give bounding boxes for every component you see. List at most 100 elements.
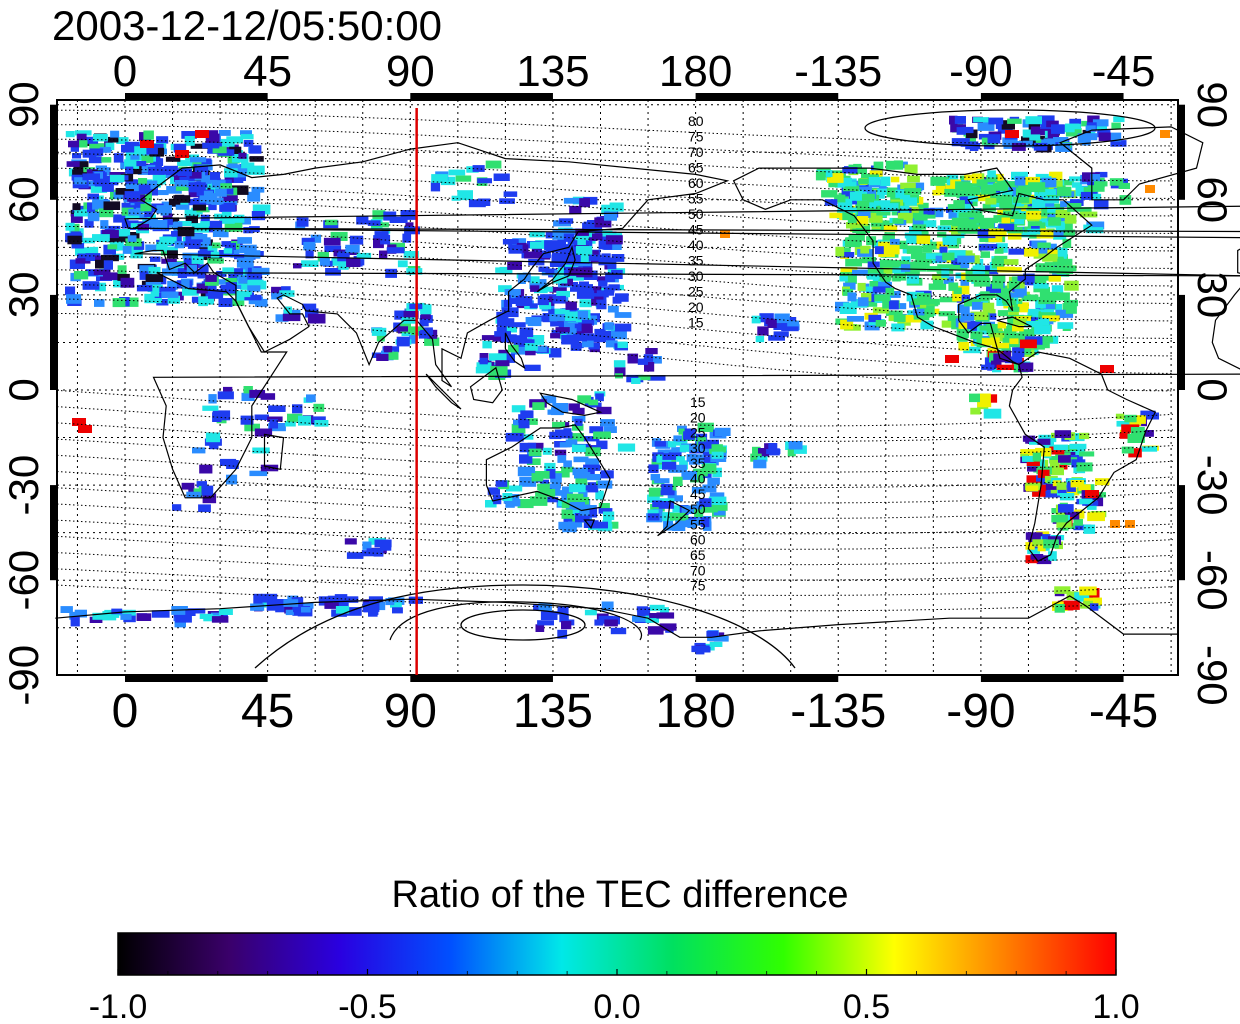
tec-cell — [1033, 128, 1051, 136]
tec-cell — [1026, 210, 1042, 220]
tec-cell — [147, 167, 165, 175]
tec-cell — [1001, 217, 1011, 224]
tec-cell — [1035, 263, 1054, 273]
tec-cell — [1032, 539, 1047, 547]
border-segment-left — [50, 485, 56, 581]
tec-cell — [495, 360, 510, 367]
tec-cell — [208, 202, 217, 211]
tec-cell — [138, 214, 148, 220]
tec-cell — [210, 251, 220, 258]
tec-cell — [1052, 258, 1064, 266]
tec-cell — [545, 268, 555, 275]
tec-cell — [573, 456, 589, 463]
tec-cell — [652, 461, 668, 470]
tec-cell — [563, 460, 572, 468]
tec-cell — [1030, 554, 1044, 560]
tec-cell — [1063, 229, 1076, 237]
tec-cell — [1139, 430, 1154, 437]
tec-cell — [72, 203, 81, 211]
tec-cell — [431, 174, 448, 183]
lon-tick-top: -45 — [1092, 47, 1156, 96]
tec-cell — [995, 121, 1005, 129]
tec-cell — [860, 245, 870, 254]
tec-cell — [987, 170, 996, 178]
tec-cell — [542, 496, 559, 503]
tec-cell — [113, 191, 124, 199]
contour-label-north: 40 — [688, 237, 704, 253]
tec-cell — [485, 500, 497, 508]
tec-cell — [981, 338, 995, 346]
tec-cell — [1119, 195, 1132, 205]
tec-cell — [225, 282, 237, 291]
tec-cell — [1094, 181, 1108, 187]
tec-cell — [1059, 214, 1077, 224]
tec-cell — [544, 240, 559, 251]
tec-cell — [960, 312, 975, 321]
tec-cell — [559, 613, 569, 623]
tec-cell — [507, 294, 520, 304]
tec-cell — [373, 601, 386, 611]
tec-cell — [568, 267, 581, 276]
tec-cell-red — [1085, 490, 1099, 498]
tec-cell — [121, 207, 134, 216]
tec-cell — [496, 326, 508, 335]
tec-cell — [697, 422, 714, 432]
tec-cell — [199, 195, 212, 203]
tec-cell — [397, 260, 408, 268]
tec-cell — [156, 241, 168, 252]
tec-cell — [834, 194, 846, 203]
tec-cell — [338, 263, 349, 270]
tec-cell — [539, 302, 552, 310]
tec-cell — [751, 315, 761, 324]
tec-cell — [681, 505, 698, 514]
tec-cell — [891, 209, 901, 216]
tec-cell — [882, 266, 893, 274]
tec-cell — [404, 213, 413, 220]
colorbar-title: Ratio of the TEC difference — [391, 874, 849, 916]
tec-cell — [152, 174, 166, 185]
tec-cell — [74, 130, 92, 136]
tec-cell — [873, 286, 890, 293]
tec-cell — [333, 599, 349, 606]
tec-cell — [199, 264, 209, 273]
contour-south — [56, 471, 1174, 504]
tec-cell — [594, 217, 612, 228]
tec-cell — [199, 464, 213, 474]
tec-cell — [1008, 306, 1020, 312]
tec-cell — [122, 246, 132, 254]
tec-cell — [957, 224, 976, 234]
tec-cell — [188, 188, 201, 198]
tec-cell — [177, 160, 193, 167]
tec-cell — [1049, 171, 1063, 181]
tec-cell — [1048, 467, 1064, 476]
tec-cell — [1070, 480, 1085, 488]
tec-cell — [1093, 193, 1102, 200]
tec-cell — [977, 399, 992, 408]
tec-cell — [331, 258, 348, 266]
tec-cell — [74, 209, 92, 217]
tec-cell — [541, 395, 557, 404]
tec-cell — [981, 364, 995, 370]
tec-cell — [679, 444, 690, 452]
tec-cell — [908, 262, 926, 272]
tec-cell — [592, 233, 603, 241]
tec-cell — [212, 410, 231, 421]
tec-cell — [1095, 171, 1108, 178]
tec-cell — [604, 619, 618, 627]
tec-cell — [585, 458, 600, 466]
tec-cell — [839, 276, 848, 282]
tec-cell — [604, 241, 622, 250]
tec-cell — [107, 244, 118, 250]
tec-cell — [101, 229, 119, 239]
tec-cell — [700, 645, 711, 653]
tec-cell — [367, 220, 381, 226]
tec-cell — [60, 606, 73, 613]
tec-cell — [645, 348, 658, 355]
tec-cell — [1038, 296, 1055, 305]
pole-oval-outer — [254, 584, 796, 669]
tec-cell — [753, 459, 767, 469]
tec-cell — [572, 407, 585, 415]
tec-cell — [219, 202, 236, 212]
contour-label-north: 60 — [688, 175, 704, 191]
tec-cell — [251, 186, 265, 193]
